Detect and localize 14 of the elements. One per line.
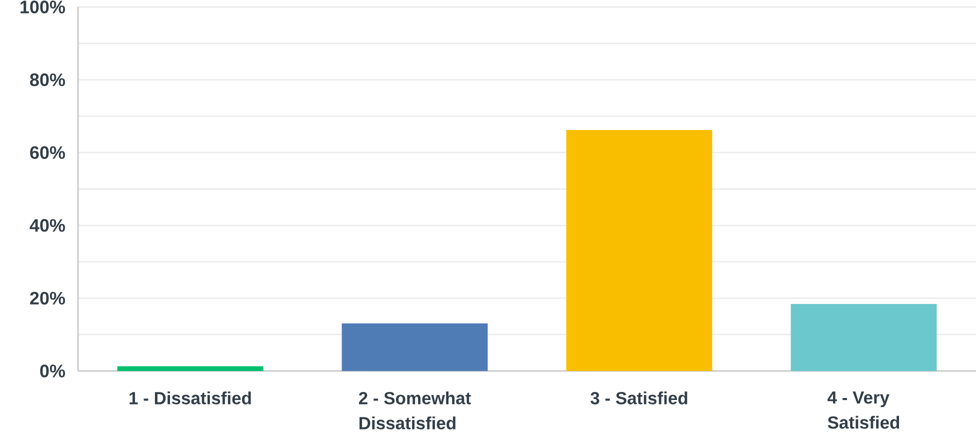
- y-tick-label: 100%: [20, 0, 65, 14]
- bar: [790, 304, 937, 371]
- x-tick-label: 3 - Satisfied: [590, 392, 688, 404]
- y-tick-label: 40%: [30, 219, 65, 232]
- y-tick-label: 0%: [40, 364, 66, 378]
- y-tick-label: 80%: [30, 73, 65, 86]
- y-tick-label: 20%: [30, 292, 65, 305]
- bar: [117, 366, 264, 371]
- x-tick-label: 4 - Very Satisfied: [828, 392, 900, 429]
- y-tick-label: 60%: [30, 146, 65, 159]
- x-tick-label: 2 - Somewhat Dissatisfied: [358, 392, 471, 430]
- x-tick-label: 1 - Dissatisfied: [130, 392, 251, 404]
- bar: [566, 130, 712, 371]
- bar: [342, 323, 488, 371]
